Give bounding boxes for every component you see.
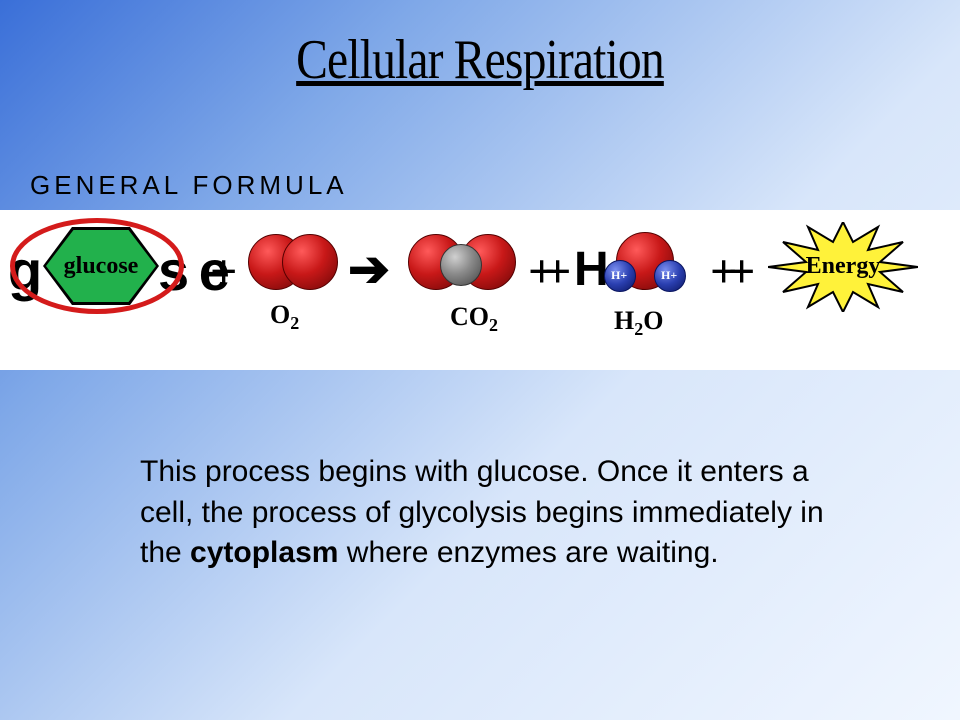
o2-label: O2 bbox=[270, 300, 299, 334]
body-paragraph: This process begins with glucose. Once i… bbox=[140, 452, 840, 574]
glucose-label: glucose bbox=[64, 253, 139, 280]
co2-molecule bbox=[408, 224, 518, 314]
o2-atom-2 bbox=[282, 234, 338, 290]
body-post: where enzymes are waiting. bbox=[338, 536, 718, 569]
energy-starburst: Energy bbox=[768, 222, 918, 312]
bg-h: H bbox=[574, 242, 609, 297]
plus-1: + bbox=[210, 244, 237, 299]
page-title: Cellular Respiration bbox=[72, 0, 888, 92]
plus-3b: + bbox=[728, 244, 755, 299]
formula-row: glucose + O2 ➔ CO2 + + H H+ H+ H2O + + E… bbox=[18, 222, 948, 342]
energy-label: Energy bbox=[806, 253, 881, 280]
co2-label: CO2 bbox=[450, 302, 498, 336]
h2o-molecule: H H+ H+ bbox=[580, 228, 700, 318]
h2o-h1-label: H+ bbox=[611, 268, 627, 283]
yields-arrow: ➔ bbox=[348, 240, 390, 298]
plus-2b: + bbox=[544, 244, 571, 299]
h2o-label: H2O bbox=[614, 306, 663, 340]
glucose-molecule: glucose bbox=[18, 222, 198, 318]
co2-c bbox=[440, 244, 482, 286]
subheading: General Formula bbox=[30, 170, 348, 201]
body-bold: cytoplasm bbox=[190, 536, 338, 569]
h2o-h2-label: H+ bbox=[661, 268, 677, 283]
